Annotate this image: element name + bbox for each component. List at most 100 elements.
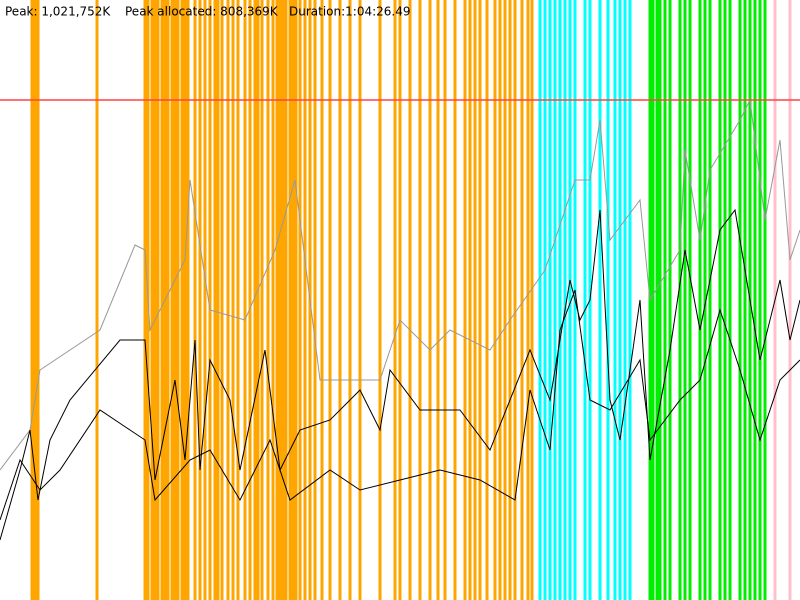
line-layer [0,98,800,541]
stripe [150,0,154,600]
stripe [320,0,324,600]
stripe [788,0,792,600]
stripe [655,0,659,600]
stripe [288,0,292,600]
stripe [418,0,422,600]
stripe [243,0,247,600]
stripe [236,0,240,600]
stripe [358,0,362,600]
stripe [213,0,217,600]
series-line [0,289,800,521]
stripe [478,0,482,600]
stripe [485,0,489,600]
stripe [298,0,302,600]
stripe [160,0,164,600]
stripe [738,0,742,600]
stripe [651,0,655,600]
stripe [186,0,190,600]
header-duration: Duration:1:04:26.49 [289,5,411,19]
stripe [668,0,672,600]
stripe [618,0,622,600]
stripe [156,0,160,600]
stripe [216,0,220,600]
stripe [513,0,517,600]
stripe [36,0,40,600]
series-line [0,208,800,541]
stripe [698,0,702,600]
stripe [598,0,602,600]
stripe [203,0,207,600]
stripe-layer [30,0,792,600]
stripe [436,0,440,600]
stripe [398,0,402,600]
stripe [613,0,617,600]
stripe [248,0,252,600]
stripe [303,0,307,600]
header-peak-allocated: Peak allocated: 808,369K [125,5,279,19]
stripe [753,0,757,600]
series-line [0,98,800,471]
stripe [453,0,457,600]
stripe [718,0,722,600]
stripe [281,0,285,600]
stripe [275,0,279,600]
stripe [568,0,572,600]
stripe [198,0,202,600]
stripe [743,0,747,600]
stripe [763,0,767,600]
stripe [253,0,257,600]
stripe [170,0,174,600]
stripe [503,0,507,600]
stripe [473,0,477,600]
stripe [176,0,180,600]
stripe [443,0,447,600]
stripe [313,0,317,600]
stripe [728,0,732,600]
stripe [284,0,288,600]
stripe [658,0,662,600]
stripe [208,0,212,600]
stripe [328,0,332,600]
stripe [606,0,610,600]
stripe [508,0,512,600]
stripe [408,0,412,600]
stripe [378,0,382,600]
stripe [231,0,235,600]
stripe [538,0,542,600]
stripe [543,0,547,600]
stripe [688,0,692,600]
stripe [220,0,224,600]
header-peak: Peak: 1,021,752K [5,5,111,19]
stripe [623,0,627,600]
stripe [628,0,632,600]
stripe [180,0,184,600]
stripe [183,0,187,600]
stripe [166,0,170,600]
stripe [30,0,34,600]
stripe [143,0,147,600]
stripe [758,0,762,600]
stripe [338,0,342,600]
stripe [583,0,587,600]
stripe [266,0,270,600]
stripe [294,0,298,600]
stripe [683,0,687,600]
stripe [260,0,264,600]
stripe [428,0,432,600]
stripe [393,0,397,600]
stripe [173,0,177,600]
stripe [193,0,197,600]
stripe [663,0,667,600]
stripe [95,0,99,600]
stripe [468,0,472,600]
stripe [348,0,352,600]
stripe [493,0,497,600]
stripe [463,0,467,600]
stripe [271,0,275,600]
stripe [153,0,157,600]
stripe [291,0,295,600]
stripe [553,0,557,600]
stripe [708,0,712,600]
